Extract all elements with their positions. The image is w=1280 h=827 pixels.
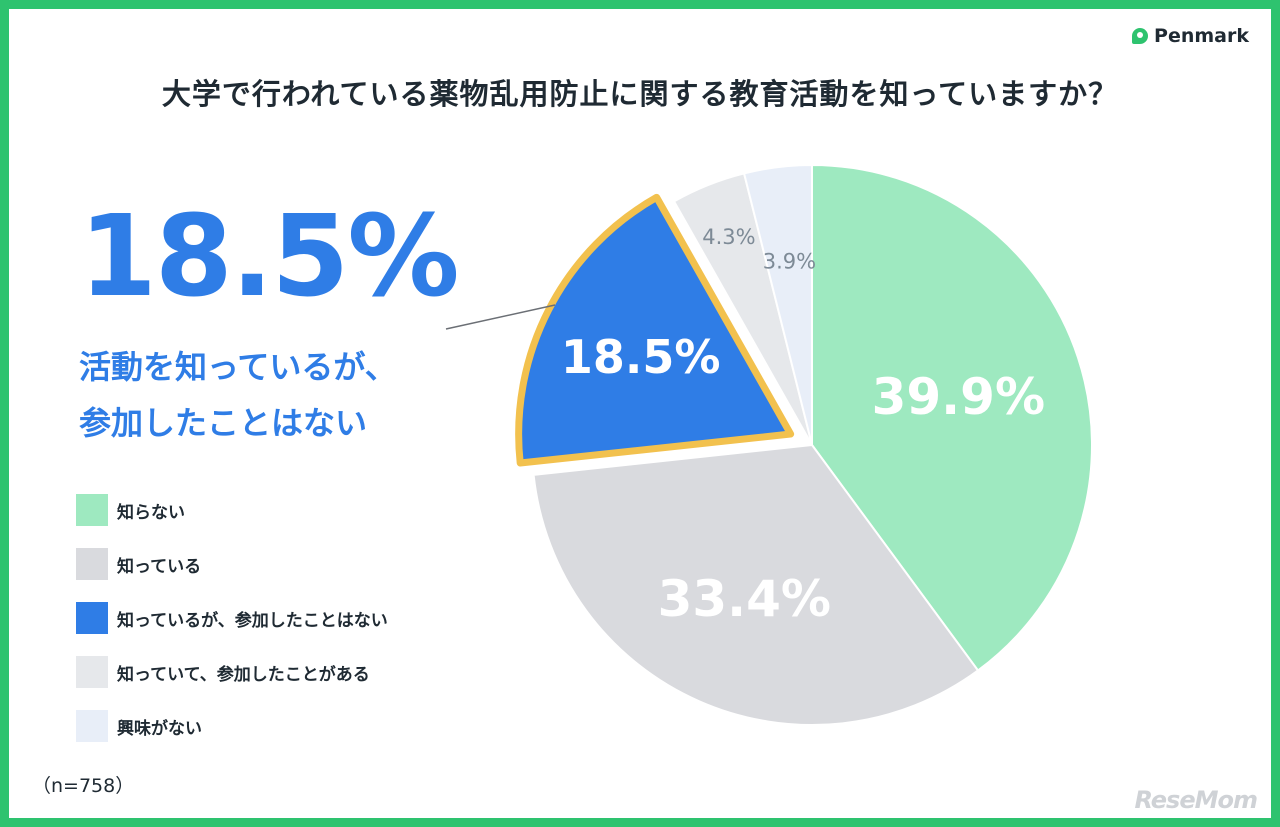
highlight-caption-line1: 活動を知っているが、 [79, 348, 397, 386]
slice-data-label: 3.9% [763, 250, 816, 274]
sample-size-note: （n=758） [32, 775, 135, 797]
pie-slice [742, 163, 813, 446]
legend-label: 興味がない [117, 718, 202, 739]
pie-slice [811, 163, 1093, 672]
pie-slice [515, 193, 795, 467]
slice-data-label: 4.3% [702, 225, 755, 249]
highlight-value: 18.5% [79, 192, 460, 322]
legend-swatch [76, 494, 108, 526]
chart-frame: Penmark 大学で行われている薬物乱用防止に関する教育活動を知っていますか？… [9, 9, 1271, 818]
pie-slice [532, 443, 980, 726]
highlight-caption-line2: 参加したことはない [79, 404, 368, 442]
legend-item: 知っている [76, 537, 388, 591]
legend-label: 知らない [117, 502, 185, 523]
legend-label: 知っている [117, 556, 202, 577]
penmark-logo-icon [1132, 28, 1149, 44]
slice-data-label: 39.9% [872, 368, 1045, 426]
pie-chart: 39.9% 33.4% 18.5% 4.3% 3.9% [445, 163, 1093, 726]
highlight-caption: 活動を知っているが、 参加したことはない [79, 339, 499, 451]
legend-swatch [76, 548, 108, 580]
legend: 知らない 知っている 知っているが、参加したことはない 知っていて、参加したこと… [76, 483, 388, 753]
slice-data-label: 33.4% [658, 570, 831, 628]
chart-title: 大学で行われている薬物乱用防止に関する教育活動を知っていますか？ [161, 77, 1119, 111]
legend-label: 知っているが、参加したことはない [117, 610, 388, 631]
legend-item: 興味がない [76, 699, 388, 753]
callout-leader-line [445, 304, 556, 330]
legend-swatch [76, 656, 108, 688]
legend-swatch [76, 602, 108, 634]
brand-logo-text: Penmark [1154, 25, 1249, 47]
legend-label: 知っていて、参加したことがある [117, 664, 370, 685]
legend-swatch [76, 710, 108, 742]
legend-item: 知っているが、参加したことはない [76, 591, 388, 645]
legend-item: 知らない [76, 483, 388, 537]
slice-data-label: 18.5% [561, 330, 721, 384]
brand-logo: Penmark [1132, 25, 1249, 47]
resemom-watermark: ReseMom [1134, 786, 1258, 814]
legend-item: 知っていて、参加したことがある [76, 645, 388, 699]
